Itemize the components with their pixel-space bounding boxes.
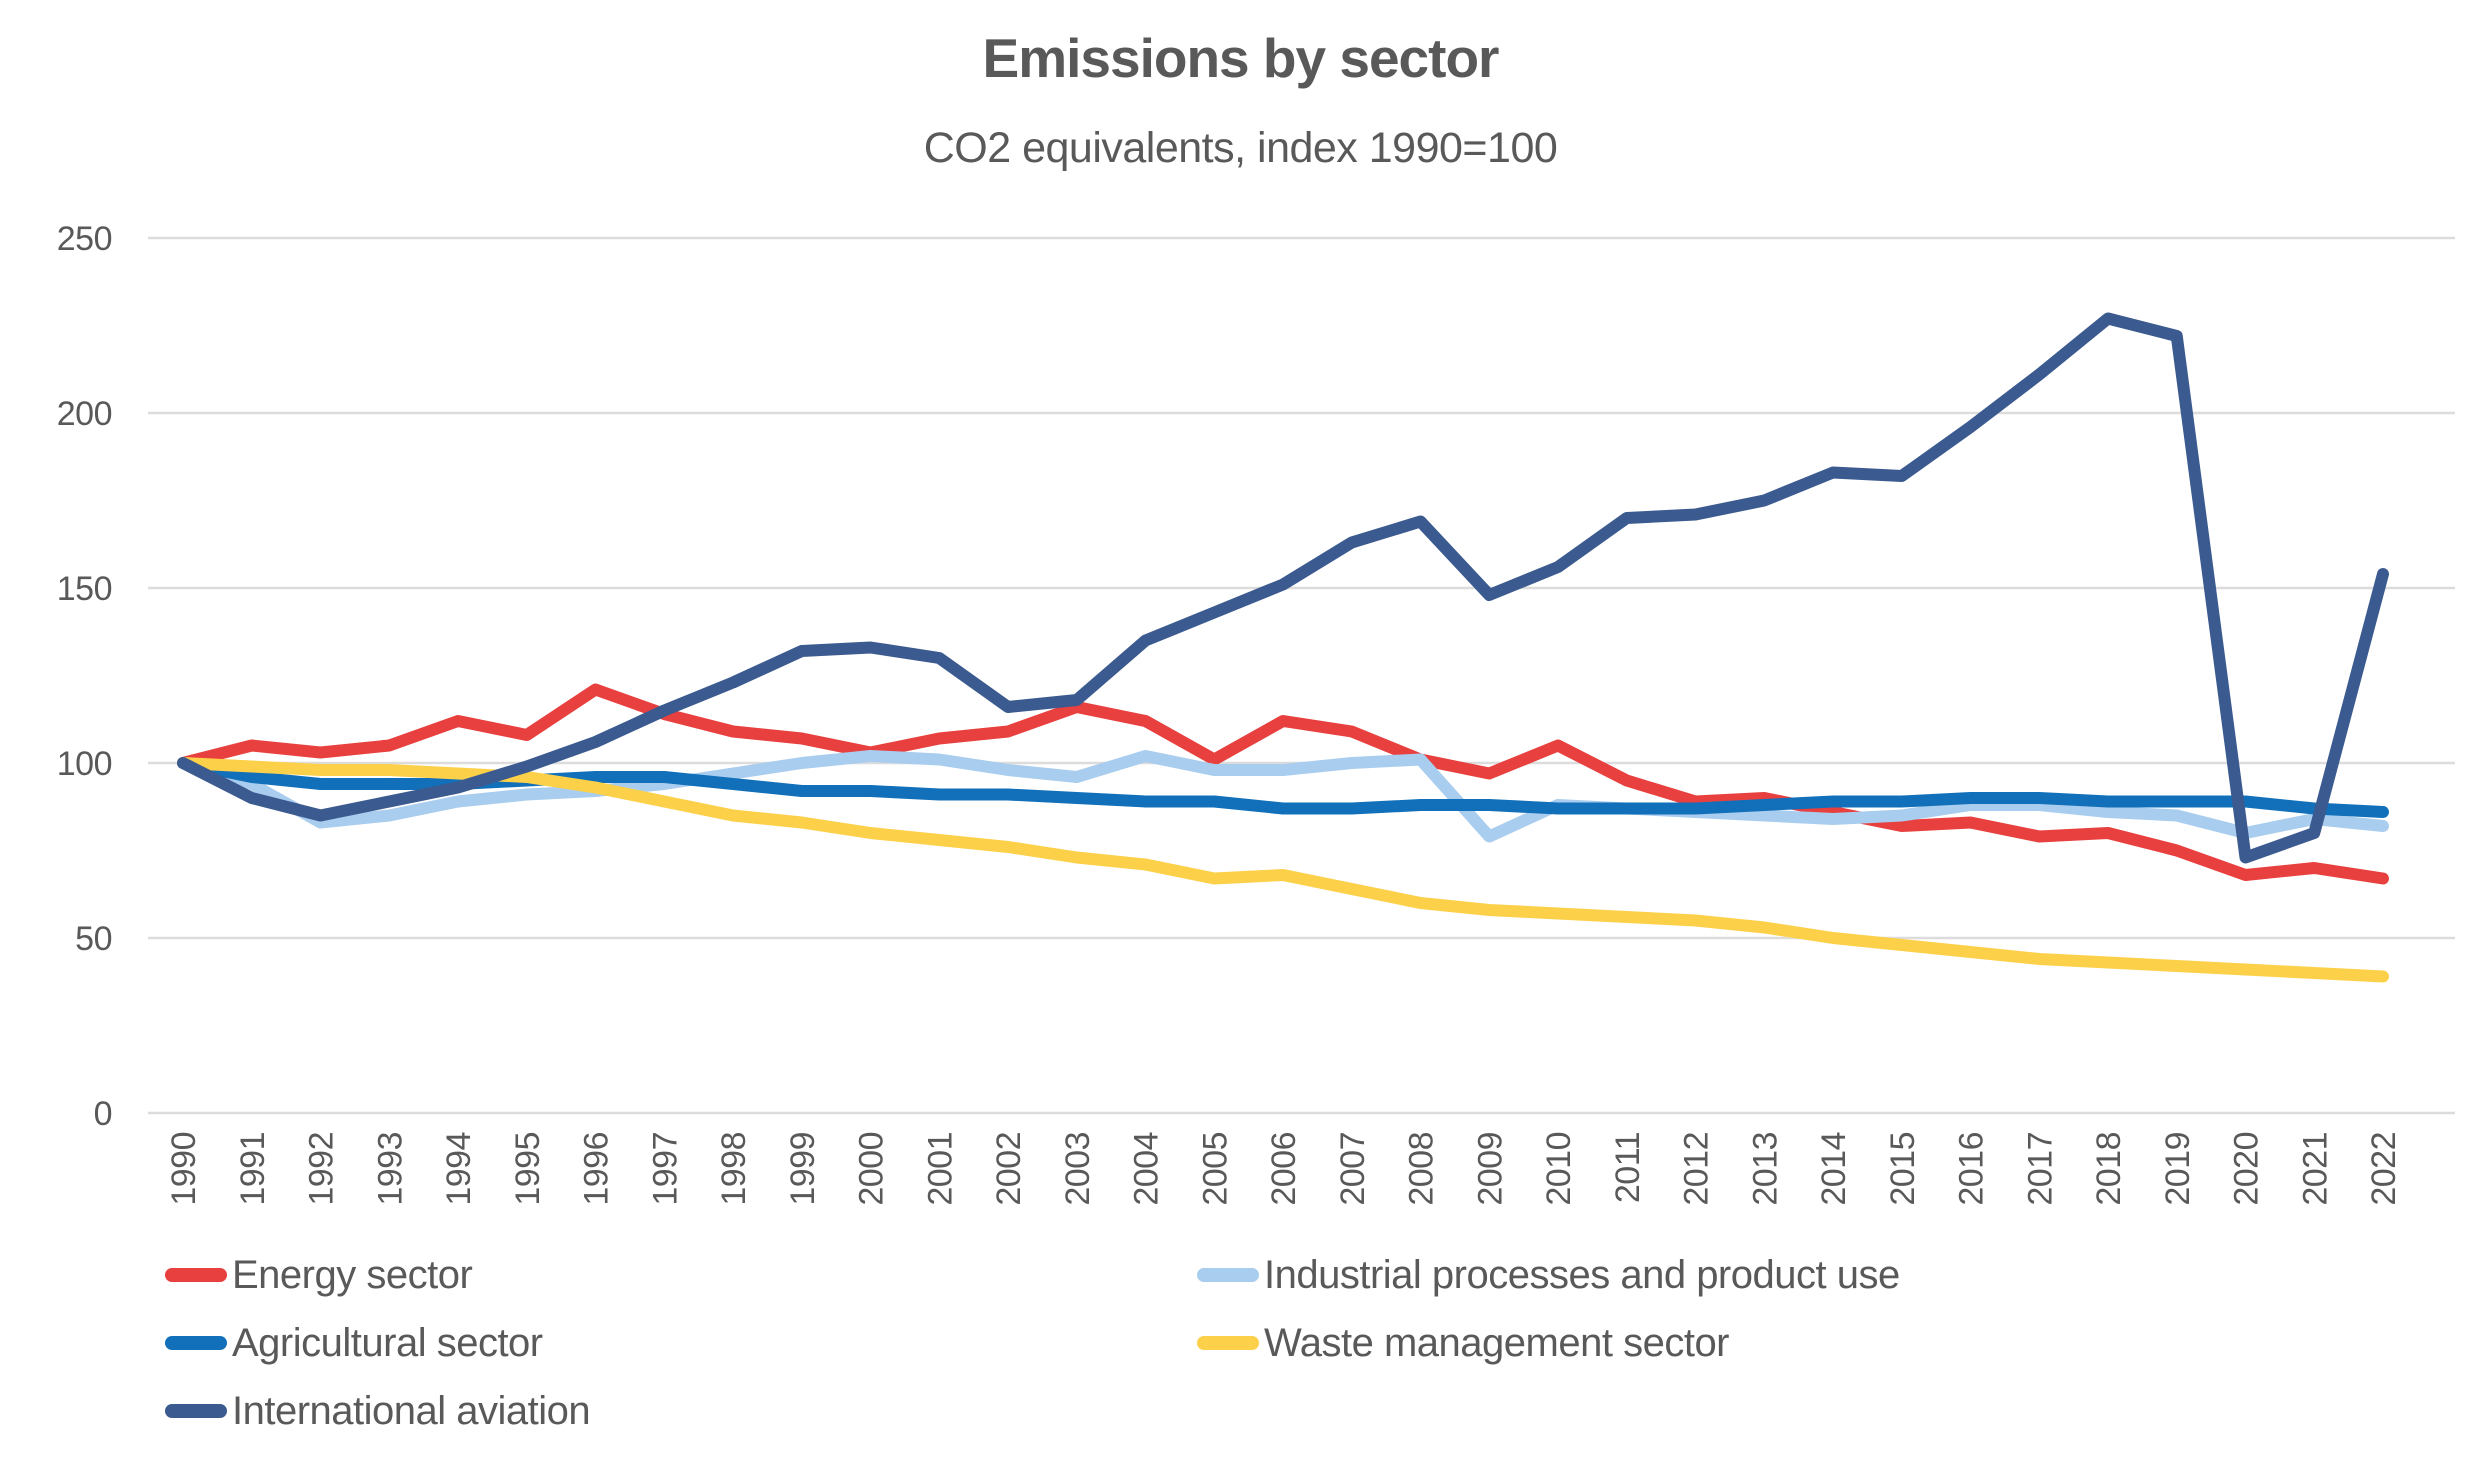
legend-item-agricultural-sector: Agricultural sector [165,1309,590,1377]
legend-swatch-icon [165,1268,227,1282]
legend-item-waste-management-sector: Waste management sector [1197,1309,1900,1377]
x-tick-label-2006: 2006 [1265,1132,1303,1206]
x-tick-label-2012: 2012 [1678,1132,1716,1206]
y-tick-label-0: 0 [94,1095,112,1133]
legend-item-international-aviation: International aviation [165,1377,591,1445]
x-tick-label-2001: 2001 [921,1132,959,1206]
x-tick-label-1995: 1995 [509,1132,547,1206]
x-tick-label-2000: 2000 [853,1132,891,1206]
x-tick-label-2004: 2004 [1128,1132,1166,1206]
x-tick-label-1998: 1998 [715,1132,753,1206]
x-tick-label-2002: 2002 [990,1132,1028,1206]
y-axis-tick-labels: 0 50 100 150 200 250 [57,220,113,1133]
x-tick-label-2009: 2009 [1471,1132,1509,1206]
x-tick-label-2005: 2005 [1196,1132,1234,1206]
x-tick-label-2016: 2016 [1953,1132,1991,1206]
series-line-energy-sector [177,683,2389,885]
x-tick-label-2013: 2013 [1746,1132,1784,1206]
legend-label: Waste management sector [1264,1320,1730,1365]
y-tick-label-50: 50 [75,920,112,958]
x-tick-label-2018: 2018 [2090,1132,2128,1206]
y-tick-label-250: 250 [57,220,112,258]
x-tick-label-1992: 1992 [303,1132,341,1206]
legend-item-energy-sector: Energy sector [165,1241,590,1309]
y-tick-label-100: 100 [57,745,112,783]
x-tick-label-1996: 1996 [578,1132,616,1206]
legend-column-right: Industrial processes and product use Wast… [1197,1241,1900,1377]
x-tick-label-2014: 2014 [1815,1132,1853,1206]
y-tick-label-150: 150 [57,570,112,608]
x-tick-label-2021: 2021 [2296,1132,2334,1206]
x-tick-label-2003: 2003 [1059,1132,1097,1206]
x-tick-label-2010: 2010 [1540,1132,1578,1206]
x-tick-label-2022: 2022 [2365,1132,2403,1206]
chart-subtitle: CO2 equivalents, index 1990=100 [923,124,1558,172]
x-tick-label-1990: 1990 [165,1132,203,1206]
legend-label: Energy sector [232,1252,473,1297]
legend-swatch-icon [1197,1336,1259,1350]
x-tick-label-2020: 2020 [2228,1132,2266,1206]
x-tick-label-1999: 1999 [784,1132,822,1206]
x-tick-label-1993: 1993 [371,1132,409,1206]
legend-swatch-icon [165,1404,227,1418]
x-tick-label-2019: 2019 [2159,1132,2197,1206]
series-lines [177,312,2389,983]
x-tick-label-2017: 2017 [2021,1132,2059,1206]
legend-label: International aviation [232,1388,591,1433]
legend-label: Agricultural sector [232,1320,543,1365]
x-tick-label-2015: 2015 [1884,1132,1922,1206]
x-tick-label-1997: 1997 [646,1132,684,1206]
legend-column-left: Energy sector Agricultural sector Internat… [165,1241,591,1445]
legend-swatch-icon [165,1336,227,1350]
x-tick-label-1991: 1991 [234,1132,272,1206]
x-tick-label-1994: 1994 [440,1132,478,1206]
gridlines [148,236,2455,1115]
series-line-international-aviation [177,312,2389,864]
series-line-waste-management-sector [177,757,2389,983]
y-tick-label-200: 200 [57,395,112,433]
x-tick-label-2008: 2008 [1403,1132,1441,1206]
x-tick-label-2011: 2011 [1609,1132,1647,1203]
legend-swatch-icon [1197,1268,1259,1282]
legend-label: Industrial processes and product use [1264,1252,1900,1297]
x-axis-tick-labels: 1990 1991 1992 1993 1994 1995 1996 1997 1998 1999… [165,1132,2403,1206]
chart-title: Emissions by sector [982,27,1500,89]
x-tick-label-2007: 2007 [1334,1132,1372,1206]
legend-item-industrial-processes-and-product-use: Industrial processes and product use [1197,1241,1900,1309]
series-line-industrial-processes-and-product-use [177,750,2389,843]
